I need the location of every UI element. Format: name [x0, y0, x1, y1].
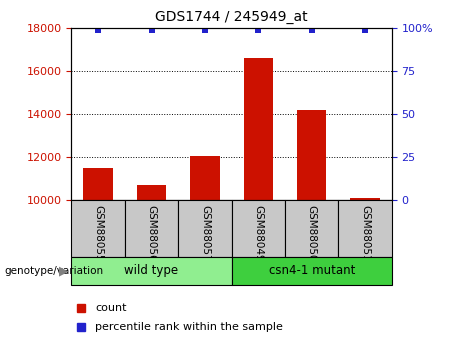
Title: GDS1744 / 245949_at: GDS1744 / 245949_at [155, 10, 308, 24]
Bar [190, 156, 219, 200]
Bar [285, 200, 338, 257]
Text: wild type: wild type [124, 264, 178, 277]
Bar [71, 257, 231, 285]
Text: GSM88056: GSM88056 [147, 205, 157, 261]
Text: GSM88057: GSM88057 [200, 205, 210, 261]
Bar [244, 58, 273, 200]
Text: csn4-1 mutant: csn4-1 mutant [269, 264, 355, 277]
Text: GSM88049: GSM88049 [254, 205, 263, 261]
Bar [297, 110, 326, 200]
Bar [231, 200, 285, 257]
Text: ▶: ▶ [59, 264, 68, 277]
Bar [178, 200, 231, 257]
Text: GSM88055: GSM88055 [93, 205, 103, 261]
Text: count: count [95, 303, 127, 313]
Bar [338, 200, 392, 257]
Text: GSM88050: GSM88050 [307, 205, 317, 261]
Text: genotype/variation: genotype/variation [5, 266, 104, 276]
Bar [71, 200, 125, 257]
Bar [350, 198, 380, 200]
Bar [231, 257, 392, 285]
Text: percentile rank within the sample: percentile rank within the sample [95, 322, 284, 332]
Bar [125, 200, 178, 257]
Bar [137, 185, 166, 200]
Text: GSM88051: GSM88051 [360, 205, 370, 261]
Bar [83, 168, 113, 200]
